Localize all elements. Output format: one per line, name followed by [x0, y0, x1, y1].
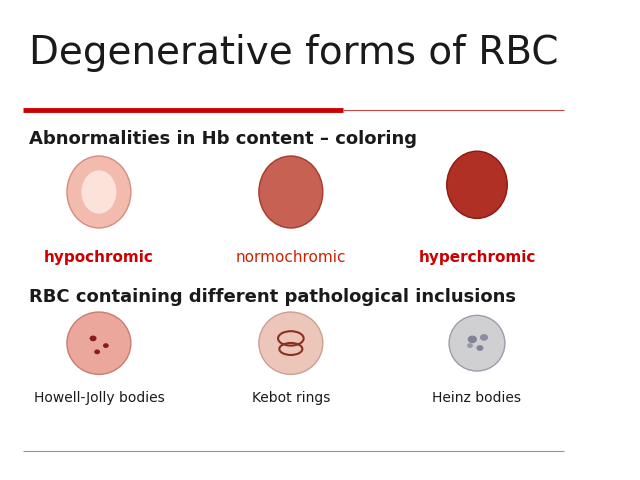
- Ellipse shape: [94, 349, 100, 354]
- Ellipse shape: [476, 345, 483, 351]
- Text: Degenerative forms of RBC: Degenerative forms of RBC: [29, 34, 559, 72]
- Ellipse shape: [467, 343, 473, 348]
- Ellipse shape: [259, 156, 323, 228]
- Ellipse shape: [480, 334, 488, 341]
- Ellipse shape: [447, 151, 508, 218]
- Text: Howell-Jolly bodies: Howell-Jolly bodies: [33, 391, 164, 405]
- Ellipse shape: [67, 312, 131, 374]
- Ellipse shape: [449, 315, 505, 371]
- Ellipse shape: [67, 156, 131, 228]
- Text: Heinz bodies: Heinz bodies: [433, 391, 522, 405]
- Text: Kebot rings: Kebot rings: [252, 391, 330, 405]
- Ellipse shape: [81, 170, 116, 214]
- Text: RBC containing different pathological inclusions: RBC containing different pathological in…: [29, 288, 516, 306]
- Text: hyperchromic: hyperchromic: [419, 250, 536, 264]
- Ellipse shape: [468, 336, 477, 343]
- Ellipse shape: [103, 343, 109, 348]
- Ellipse shape: [259, 312, 323, 374]
- Text: hypochromic: hypochromic: [44, 250, 154, 264]
- Ellipse shape: [90, 336, 97, 341]
- Text: normochromic: normochromic: [236, 250, 346, 264]
- Text: Abnormalities in Hb content – coloring: Abnormalities in Hb content – coloring: [29, 130, 417, 148]
